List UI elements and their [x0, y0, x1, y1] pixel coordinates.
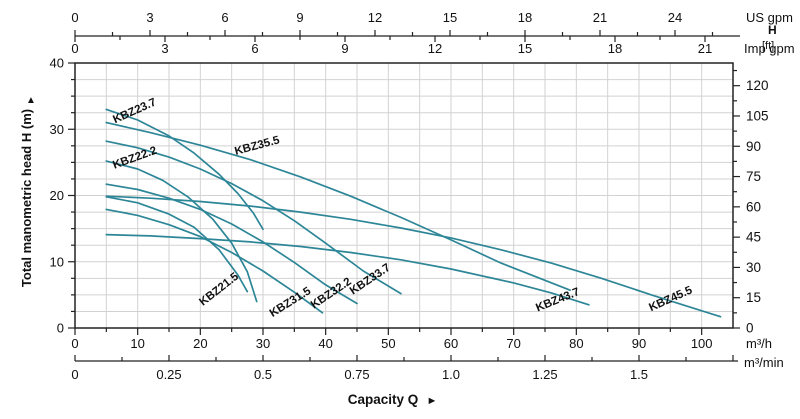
- curve-label-KBZ23.7: KBZ23.7: [111, 96, 158, 126]
- imp-gpm-tick-label: 3: [161, 41, 168, 56]
- m3h-tick-label: 60: [444, 336, 458, 351]
- m3h-tick-label: 100: [691, 336, 713, 351]
- m3h-tick-label: 50: [381, 336, 395, 351]
- right-axis-h-label: H: [768, 23, 777, 37]
- head-ft-tick-label: 30: [746, 260, 761, 275]
- head-ft-tick-label: 120: [746, 78, 769, 93]
- m3min-tick-label: 0.25: [156, 367, 181, 382]
- curve-label-KBZ33.7: KBZ33.7: [348, 262, 393, 298]
- imp-gpm-tick-label: 9: [341, 41, 348, 56]
- us-gpm-tick-label: 24: [668, 10, 682, 25]
- right-arrow-icon: ►: [427, 395, 438, 407]
- head-ft-tick-label: 105: [746, 108, 769, 123]
- m3h-tick-label: 30: [256, 336, 270, 351]
- curve-KBZ22.2: [105, 160, 258, 303]
- imp-gpm-tick-label: 18: [608, 41, 622, 56]
- curve-label-KBZ35.5: KBZ35.5: [233, 134, 281, 158]
- curve-KBZ45.5: [105, 195, 722, 318]
- curve-label-KBZ45.5: KBZ45.5: [647, 284, 694, 314]
- head-m-tick-label: 40: [50, 56, 64, 71]
- right-axis-ft-unit: [ft]: [762, 40, 774, 52]
- capacity-axis-title: Capacity Q: [348, 392, 419, 407]
- curve-KBZ35.5: [105, 121, 571, 292]
- m3h-tick-label: 10: [130, 336, 144, 351]
- us-gpm-tick-label: 0: [71, 10, 78, 25]
- imp-gpm-tick-label: 0: [71, 41, 78, 56]
- m3min-axis-label: m³/min: [744, 355, 784, 370]
- imp-gpm-tick-label: 15: [518, 41, 532, 56]
- curve-label-KBZ21.5: KBZ21.5: [197, 270, 241, 308]
- curve-KBZ31.5: [105, 208, 324, 314]
- m3min-tick-label: 0.5: [254, 367, 272, 382]
- m3h-tick-label: 40: [318, 336, 332, 351]
- curve-KBZ23.7: [105, 108, 264, 231]
- us-gpm-tick-label: 18: [518, 10, 532, 25]
- us-gpm-tick-label: 6: [221, 10, 228, 25]
- m3min-tick-label: 0: [71, 367, 78, 382]
- m3h-tick-label: 0: [71, 336, 78, 351]
- m3h-tick-label: 70: [506, 336, 520, 351]
- head-ft-tick-label: 60: [746, 199, 761, 214]
- m3min-tick-label: 0.75: [344, 367, 369, 382]
- curve-KBZ33.7: [105, 140, 402, 295]
- imp-gpm-axis-label: Imp gpm: [744, 41, 795, 56]
- us-gpm-tick-label: 21: [593, 10, 607, 25]
- m3min-tick-label: 1.0: [442, 367, 460, 382]
- head-ft-tick-label: 45: [746, 230, 761, 245]
- left-axis-title: Total manometric head H (m): [19, 109, 34, 287]
- curve-KBZ43.7: [105, 233, 590, 306]
- up-arrow-icon: ▲: [26, 95, 36, 106]
- us-gpm-axis-label: US gpm: [746, 10, 793, 25]
- us-gpm-tick-label: 15: [443, 10, 457, 25]
- m3h-tick-label: 20: [193, 336, 207, 351]
- imp-gpm-tick-label: 21: [698, 41, 712, 56]
- us-gpm-tick-label: 12: [368, 10, 382, 25]
- m3min-tick-label: 1.5: [630, 367, 648, 382]
- head-ft-tick-label: 75: [746, 169, 761, 184]
- head-m-tick-label: 10: [50, 254, 64, 269]
- m3h-tick-label: 80: [569, 336, 583, 351]
- head-ft-tick-label: 15: [746, 290, 761, 305]
- imp-gpm-tick-label: 12: [428, 41, 442, 56]
- us-gpm-tick-label: 9: [296, 10, 303, 25]
- head-m-tick-label: 20: [50, 188, 64, 203]
- us-gpm-tick-label: 3: [146, 10, 153, 25]
- head-m-tick-label: 30: [50, 122, 64, 137]
- imp-gpm-tick-label: 6: [251, 41, 258, 56]
- m3h-axis-label: m³/h: [746, 336, 772, 351]
- curve-KBZ32.2: [105, 183, 358, 305]
- head-ft-tick-label: 0: [746, 321, 754, 336]
- m3h-tick-label: 90: [632, 336, 646, 351]
- head-ft-tick-label: 90: [746, 139, 761, 154]
- head-m-tick-label: 0: [57, 321, 64, 336]
- curve-label-KBZ32.2: KBZ32.2: [309, 276, 354, 312]
- curve-KBZ21.5: [105, 195, 249, 293]
- m3min-tick-label: 1.25: [532, 367, 557, 382]
